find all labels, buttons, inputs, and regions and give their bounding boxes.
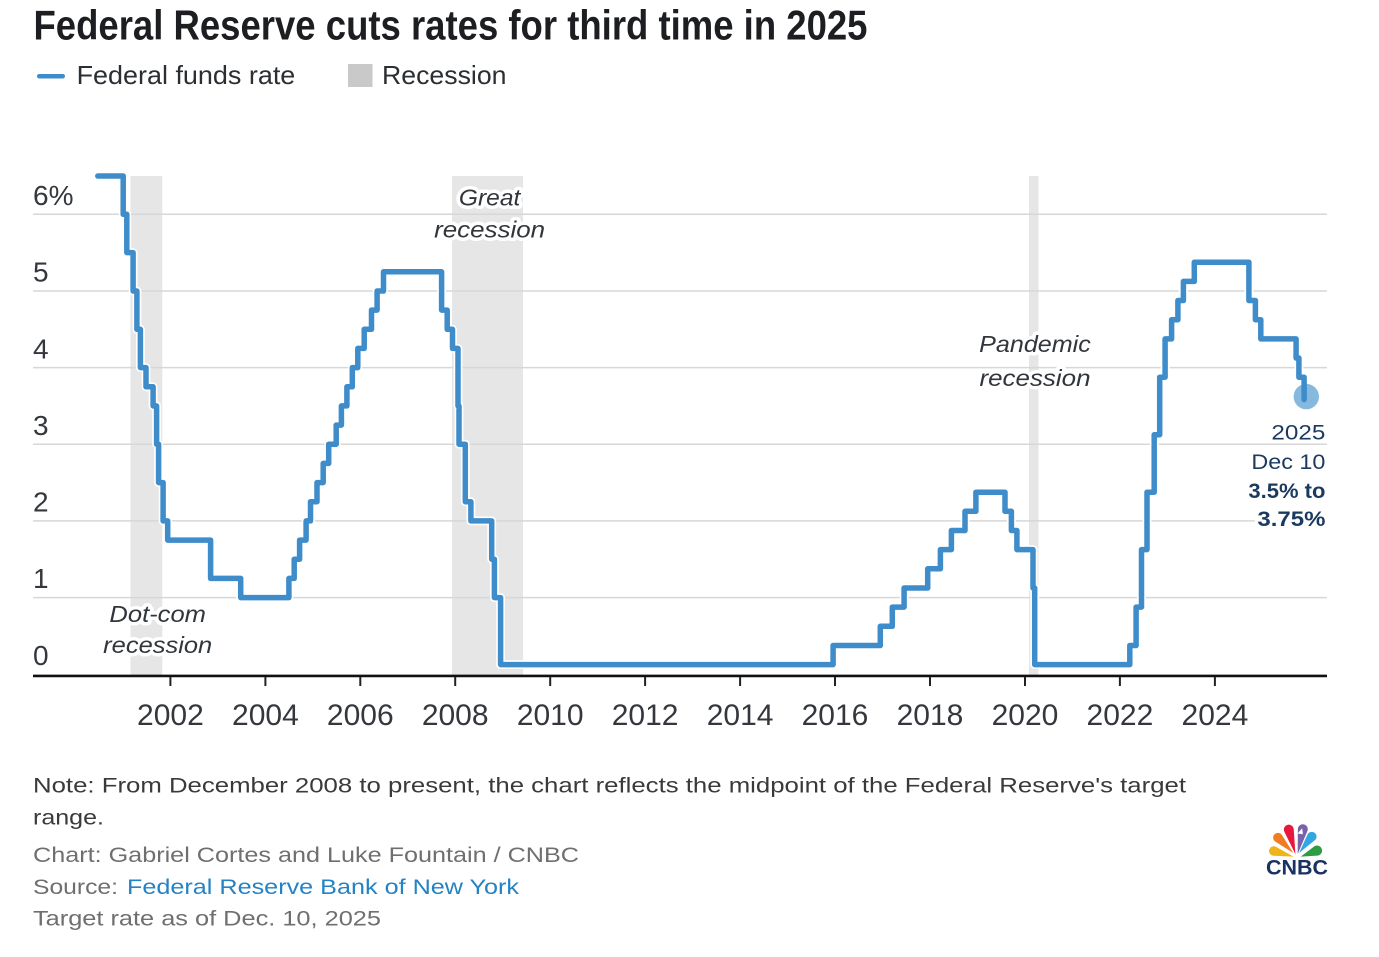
svg-text:Recession: Recession	[382, 60, 507, 90]
svg-text:4: 4	[33, 333, 49, 364]
svg-text:Federal Reserve Bank of New Yo: Federal Reserve Bank of New York	[127, 876, 520, 899]
svg-text:2006: 2006	[327, 699, 394, 732]
svg-text:6%: 6%	[33, 180, 73, 211]
svg-text:2022: 2022	[1087, 699, 1154, 732]
svg-text:2014: 2014	[707, 699, 774, 732]
svg-text:2020: 2020	[992, 699, 1059, 732]
svg-text:Source:: Source:	[33, 876, 118, 899]
svg-text:Dot-com: Dot-com	[109, 601, 206, 627]
svg-text:Pandemic: Pandemic	[979, 331, 1091, 357]
svg-text:2012: 2012	[612, 699, 679, 732]
svg-text:Chart: Gabriel Cortes and Luke: Chart: Gabriel Cortes and Luke Fountain …	[33, 844, 579, 867]
svg-text:3.5% to: 3.5% to	[1248, 480, 1325, 503]
svg-text:3.75%: 3.75%	[1257, 508, 1325, 531]
svg-text:2018: 2018	[897, 699, 964, 732]
svg-text:range.: range.	[33, 806, 104, 830]
svg-text:0: 0	[33, 640, 49, 671]
svg-text:Great: Great	[459, 184, 522, 210]
svg-text:Target rate as of Dec. 10, 202: Target rate as of Dec. 10, 2025	[33, 908, 381, 931]
svg-text:Note: From December 2008 to pr: Note: From December 2008 to present, the…	[33, 774, 1186, 798]
svg-text:Federal Reserve cuts rates for: Federal Reserve cuts rates for third tim…	[34, 2, 868, 49]
svg-text:1: 1	[33, 563, 49, 594]
svg-text:recession: recession	[103, 632, 212, 658]
svg-text:CNBC: CNBC	[1266, 857, 1328, 880]
svg-text:5: 5	[33, 257, 49, 288]
svg-text:2016: 2016	[802, 699, 869, 732]
svg-text:recession: recession	[434, 217, 545, 243]
svg-text:2025: 2025	[1271, 422, 1325, 445]
svg-text:2008: 2008	[422, 699, 489, 732]
svg-text:2002: 2002	[137, 699, 204, 732]
svg-text:2010: 2010	[517, 699, 584, 732]
svg-text:recession: recession	[980, 365, 1091, 391]
svg-text:2: 2	[33, 487, 49, 518]
svg-text:2024: 2024	[1182, 699, 1249, 732]
svg-text:Federal funds rate: Federal funds rate	[77, 60, 296, 90]
svg-text:2004: 2004	[232, 699, 299, 732]
svg-text:Dec 10: Dec 10	[1251, 451, 1325, 474]
svg-text:3: 3	[33, 410, 49, 441]
